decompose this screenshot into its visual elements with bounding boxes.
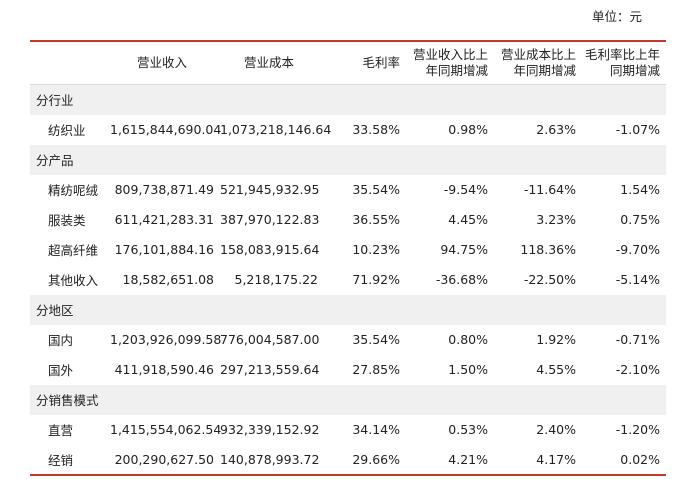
group-title: 分产品 [30, 144, 666, 175]
cell-cost: 5,218,175.22 [234, 272, 319, 287]
cell-margin-change: 0.75% [620, 212, 660, 227]
cell-gross-margin: 35.54% [352, 182, 400, 197]
cell-revenue: 176,101,884.16 [114, 242, 214, 257]
cell-revenue-change: 0.53% [448, 422, 488, 437]
group-row: 分产品 [30, 144, 666, 175]
cell-revenue-change: 0.80% [448, 332, 488, 347]
table-row: 超高纤维 176,101,884.16 158,083,915.64 10.23… [30, 235, 666, 265]
cell-revenue-change: 1.50% [448, 362, 488, 377]
header-cost: 营业成本 [243, 55, 294, 70]
group-row: 分行业 [30, 84, 666, 115]
table-row: 直营 1,415,554,062.54 932,339,152.92 34.14… [30, 415, 666, 445]
cell-margin-change: 1.54% [620, 182, 660, 197]
unit-label: 单位：元 [592, 9, 643, 24]
cell-cost: 158,083,915.64 [220, 242, 320, 257]
cell-cost-change: -22.50% [523, 272, 576, 287]
cell-cost-change: -11.64% [523, 182, 576, 197]
cell-revenue: 1,203,926,099.58 [110, 332, 222, 347]
cell-cost-change: 2.40% [536, 422, 576, 437]
row-label: 直营 [48, 423, 74, 438]
table-row: 经销 200,290,627.50 140,878,993.72 29.66% … [30, 445, 666, 475]
cell-revenue-change: 94.75% [440, 242, 488, 257]
group-title: 分行业 [30, 84, 666, 115]
cell-gross-margin: 34.14% [352, 422, 400, 437]
cell-cost: 387,970,122.83 [220, 212, 320, 227]
row-label: 国内 [48, 333, 74, 348]
cell-revenue: 1,615,844,690.04 [110, 122, 222, 137]
cell-margin-change: -0.71% [615, 332, 660, 347]
cell-cost-change: 4.55% [536, 362, 576, 377]
revenue-table: 营业收入 营业成本 毛利率 营业收入比上年同期增减 营业成本比上年同期增减 毛利… [30, 40, 666, 476]
cell-gross-margin: 27.85% [352, 362, 400, 377]
table-row: 国外 411,918,590.46 297,213,559.64 27.85% … [30, 355, 666, 385]
header-gross-margin: 毛利率 [362, 55, 400, 70]
cell-gross-margin: 33.58% [352, 122, 400, 137]
header-revenue-change: 营业收入比上年同期增减 [412, 47, 488, 78]
header-cost-change: 营业成本比上年同期增减 [500, 47, 576, 78]
row-label: 超高纤维 [48, 243, 99, 258]
cell-revenue: 809,738,871.49 [114, 182, 214, 197]
cell-cost-change: 118.36% [520, 242, 576, 257]
header-margin-change: 毛利率比上年同期增减 [584, 47, 660, 78]
cell-cost: 140,878,993.72 [220, 451, 320, 467]
cell-revenue: 611,421,283.31 [114, 212, 214, 227]
cell-margin-change: -5.14% [615, 272, 660, 287]
cell-margin-change: -9.70% [615, 242, 660, 257]
group-title: 分销售模式 [30, 384, 666, 415]
cell-cost-change: 4.17% [536, 451, 576, 467]
cell-revenue: 200,290,627.50 [114, 451, 214, 467]
cell-cost: 297,213,559.64 [220, 362, 320, 377]
header-revenue: 营业收入 [136, 55, 187, 70]
row-label: 服装类 [48, 213, 86, 228]
group-title: 分地区 [30, 294, 666, 325]
cell-revenue: 411,918,590.46 [114, 362, 214, 377]
cell-gross-margin: 29.66% [352, 451, 400, 467]
cell-revenue-change: 4.21% [448, 451, 488, 467]
table-row: 纺织业 1,615,844,690.04 1,073,218,146.64 33… [30, 115, 666, 145]
cell-revenue-change: 0.98% [448, 122, 488, 137]
table-row: 其他收入 18,582,651.08 5,218,175.22 71.92% -… [30, 265, 666, 295]
cell-revenue: 18,582,651.08 [122, 272, 214, 287]
cell-margin-change: -2.10% [615, 362, 660, 377]
group-row: 分地区 [30, 294, 666, 325]
table-row: 服装类 611,421,283.31 387,970,122.83 36.55%… [30, 205, 666, 235]
cell-cost-change: 1.92% [536, 332, 576, 347]
cell-revenue: 1,415,554,062.54 [110, 422, 222, 437]
table-row: 国内 1,203,926,099.58 776,004,587.00 35.54… [30, 325, 666, 355]
cell-cost: 932,339,152.92 [220, 422, 320, 437]
row-label: 其他收入 [48, 273, 99, 288]
header-blank [30, 41, 110, 85]
cell-cost: 1,073,218,146.64 [220, 122, 332, 137]
group-row: 分销售模式 [30, 384, 666, 415]
cell-gross-margin: 10.23% [352, 242, 400, 257]
cell-margin-change: 0.02% [620, 451, 660, 467]
cell-margin-change: -1.07% [615, 122, 660, 137]
row-label: 精纺呢绒 [48, 183, 99, 198]
table-row: 精纺呢绒 809,738,871.49 521,945,932.95 35.54… [30, 175, 666, 205]
cell-cost-change: 3.23% [536, 212, 576, 227]
cell-gross-margin: 36.55% [352, 212, 400, 227]
header-row: 营业收入 营业成本 毛利率 营业收入比上年同期增减 营业成本比上年同期增减 毛利… [30, 41, 666, 85]
row-label: 经销 [48, 452, 74, 468]
cell-cost: 521,945,932.95 [220, 182, 320, 197]
row-label: 国外 [48, 363, 74, 378]
cell-revenue-change: -36.68% [435, 272, 488, 287]
cell-cost-change: 2.63% [536, 122, 576, 137]
cell-revenue-change: -9.54% [443, 182, 488, 197]
row-label: 纺织业 [48, 123, 86, 138]
cell-gross-margin: 35.54% [352, 332, 400, 347]
cell-gross-margin: 71.92% [352, 272, 400, 287]
cell-margin-change: -1.20% [615, 422, 660, 437]
cell-cost: 776,004,587.00 [220, 332, 320, 347]
cell-revenue-change: 4.45% [448, 212, 488, 227]
